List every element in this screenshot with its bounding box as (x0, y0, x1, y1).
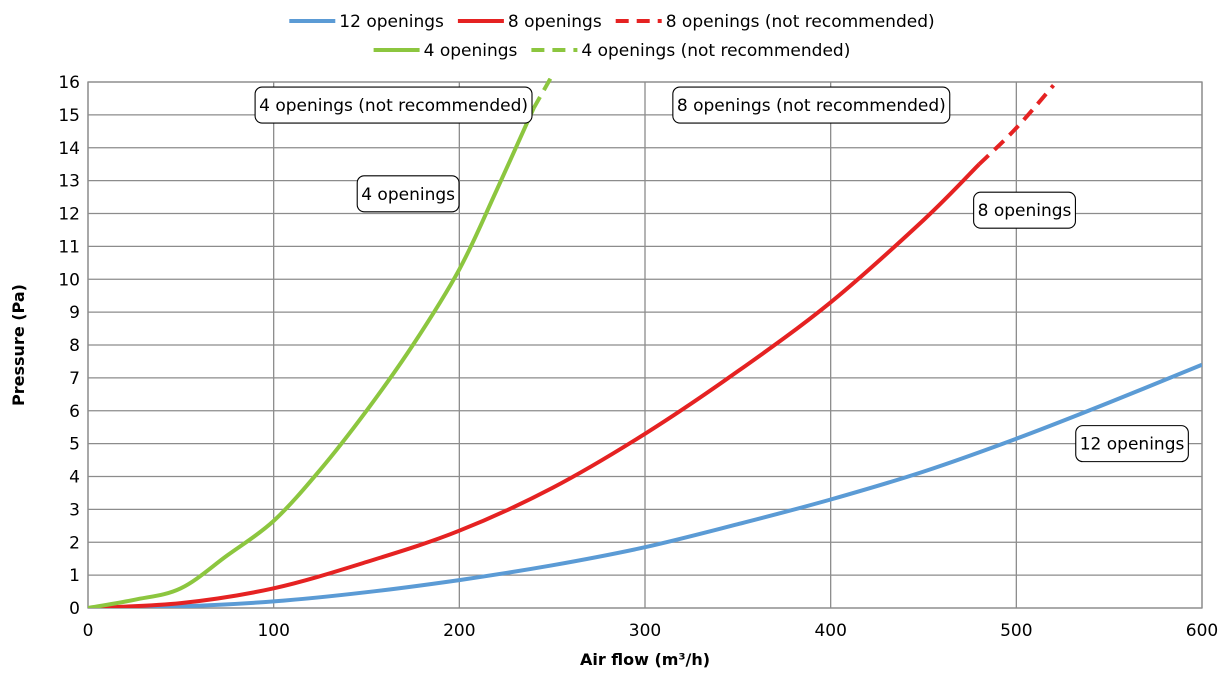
x-tick-label: 0 (83, 621, 94, 641)
legend-item: 8 openings (not recommended) (615, 12, 935, 32)
y-tick-label: 11 (58, 237, 80, 257)
legend-label: 12 openings (339, 12, 444, 32)
legend-label: 4 openings (not recommended) (581, 41, 850, 61)
legend-label: 8 openings (508, 12, 602, 32)
annotation-callout: 8 openings (973, 191, 1076, 229)
y-tick-label: 16 (58, 73, 80, 93)
legend-item: 4 openings (373, 41, 518, 61)
legend-item: 12 openings (289, 12, 444, 32)
legend-item: 8 openings (457, 12, 602, 32)
annotation-callout: 8 openings (not recommended) (672, 86, 951, 124)
x-tick-label: 500 (1000, 621, 1032, 641)
plot-border (87, 81, 1203, 609)
y-tick-label: 15 (58, 106, 80, 126)
x-tick-label: 200 (443, 621, 475, 641)
y-tick-label: 13 (58, 172, 80, 192)
annotation-box (973, 191, 1076, 229)
y-tick-label: 8 (69, 336, 80, 356)
y-tick-label: 12 (58, 205, 80, 225)
y-tick-label: 4 (69, 468, 80, 488)
y-tick-label: 9 (69, 303, 80, 323)
y-tick-label: 5 (69, 435, 80, 455)
annotation-box (254, 86, 533, 124)
annotation-label: 12 openings (1080, 435, 1185, 455)
annotation-callout: 4 openings (356, 175, 460, 213)
y-tick-label: 3 (69, 500, 80, 520)
annotation-label: 8 openings (not recommended) (677, 96, 946, 116)
annotation-callout: 12 openings (1075, 425, 1189, 463)
x-tick-label: 400 (814, 621, 846, 641)
legend-item: 4 openings (not recommended) (531, 41, 850, 61)
series-line-12-openings (88, 362, 1202, 608)
y-axis-title: Pressure (Pa) (9, 284, 28, 406)
series-line-4-openings (88, 107, 536, 608)
legend-label: 8 openings (not recommended) (666, 12, 935, 32)
y-tick-label: 14 (58, 139, 80, 159)
annotation-callout: 4 openings (not recommended) (254, 86, 533, 124)
y-tick-label: 2 (69, 533, 80, 553)
x-tick-label: 300 (629, 621, 661, 641)
annotation-label: 8 openings (978, 201, 1072, 221)
y-tick-label: 10 (58, 270, 80, 290)
legend-label: 4 openings (424, 41, 518, 61)
series-line-4-openings-not-recommended (531, 78, 554, 110)
series-lines (88, 78, 1202, 608)
x-axis-title: Air flow (m³/h) (580, 650, 710, 669)
annotation-box (1075, 425, 1189, 463)
y-tick-label: 7 (69, 369, 80, 389)
y-tick-label: 6 (69, 402, 80, 422)
legend: 12 openings 8 openings 8 openings (not rec… (289, 12, 935, 61)
annotation-box (356, 175, 460, 213)
y-tick-label: 1 (69, 566, 80, 586)
series-line-8-openings (88, 162, 981, 608)
series-line-8-openings-not-recommended (977, 83, 1056, 166)
y-tick-label: 0 (69, 599, 80, 619)
x-tick-label: 100 (257, 621, 289, 641)
grid (87, 81, 1203, 609)
annotations: 4 openings (not recommended) 4 openings 8 … (254, 86, 1189, 463)
annotation-label: 4 openings (not recommended) (259, 96, 528, 116)
annotation-box (672, 86, 951, 124)
annotation-label: 4 openings (361, 185, 455, 205)
x-tick-label: 600 (1186, 621, 1218, 641)
